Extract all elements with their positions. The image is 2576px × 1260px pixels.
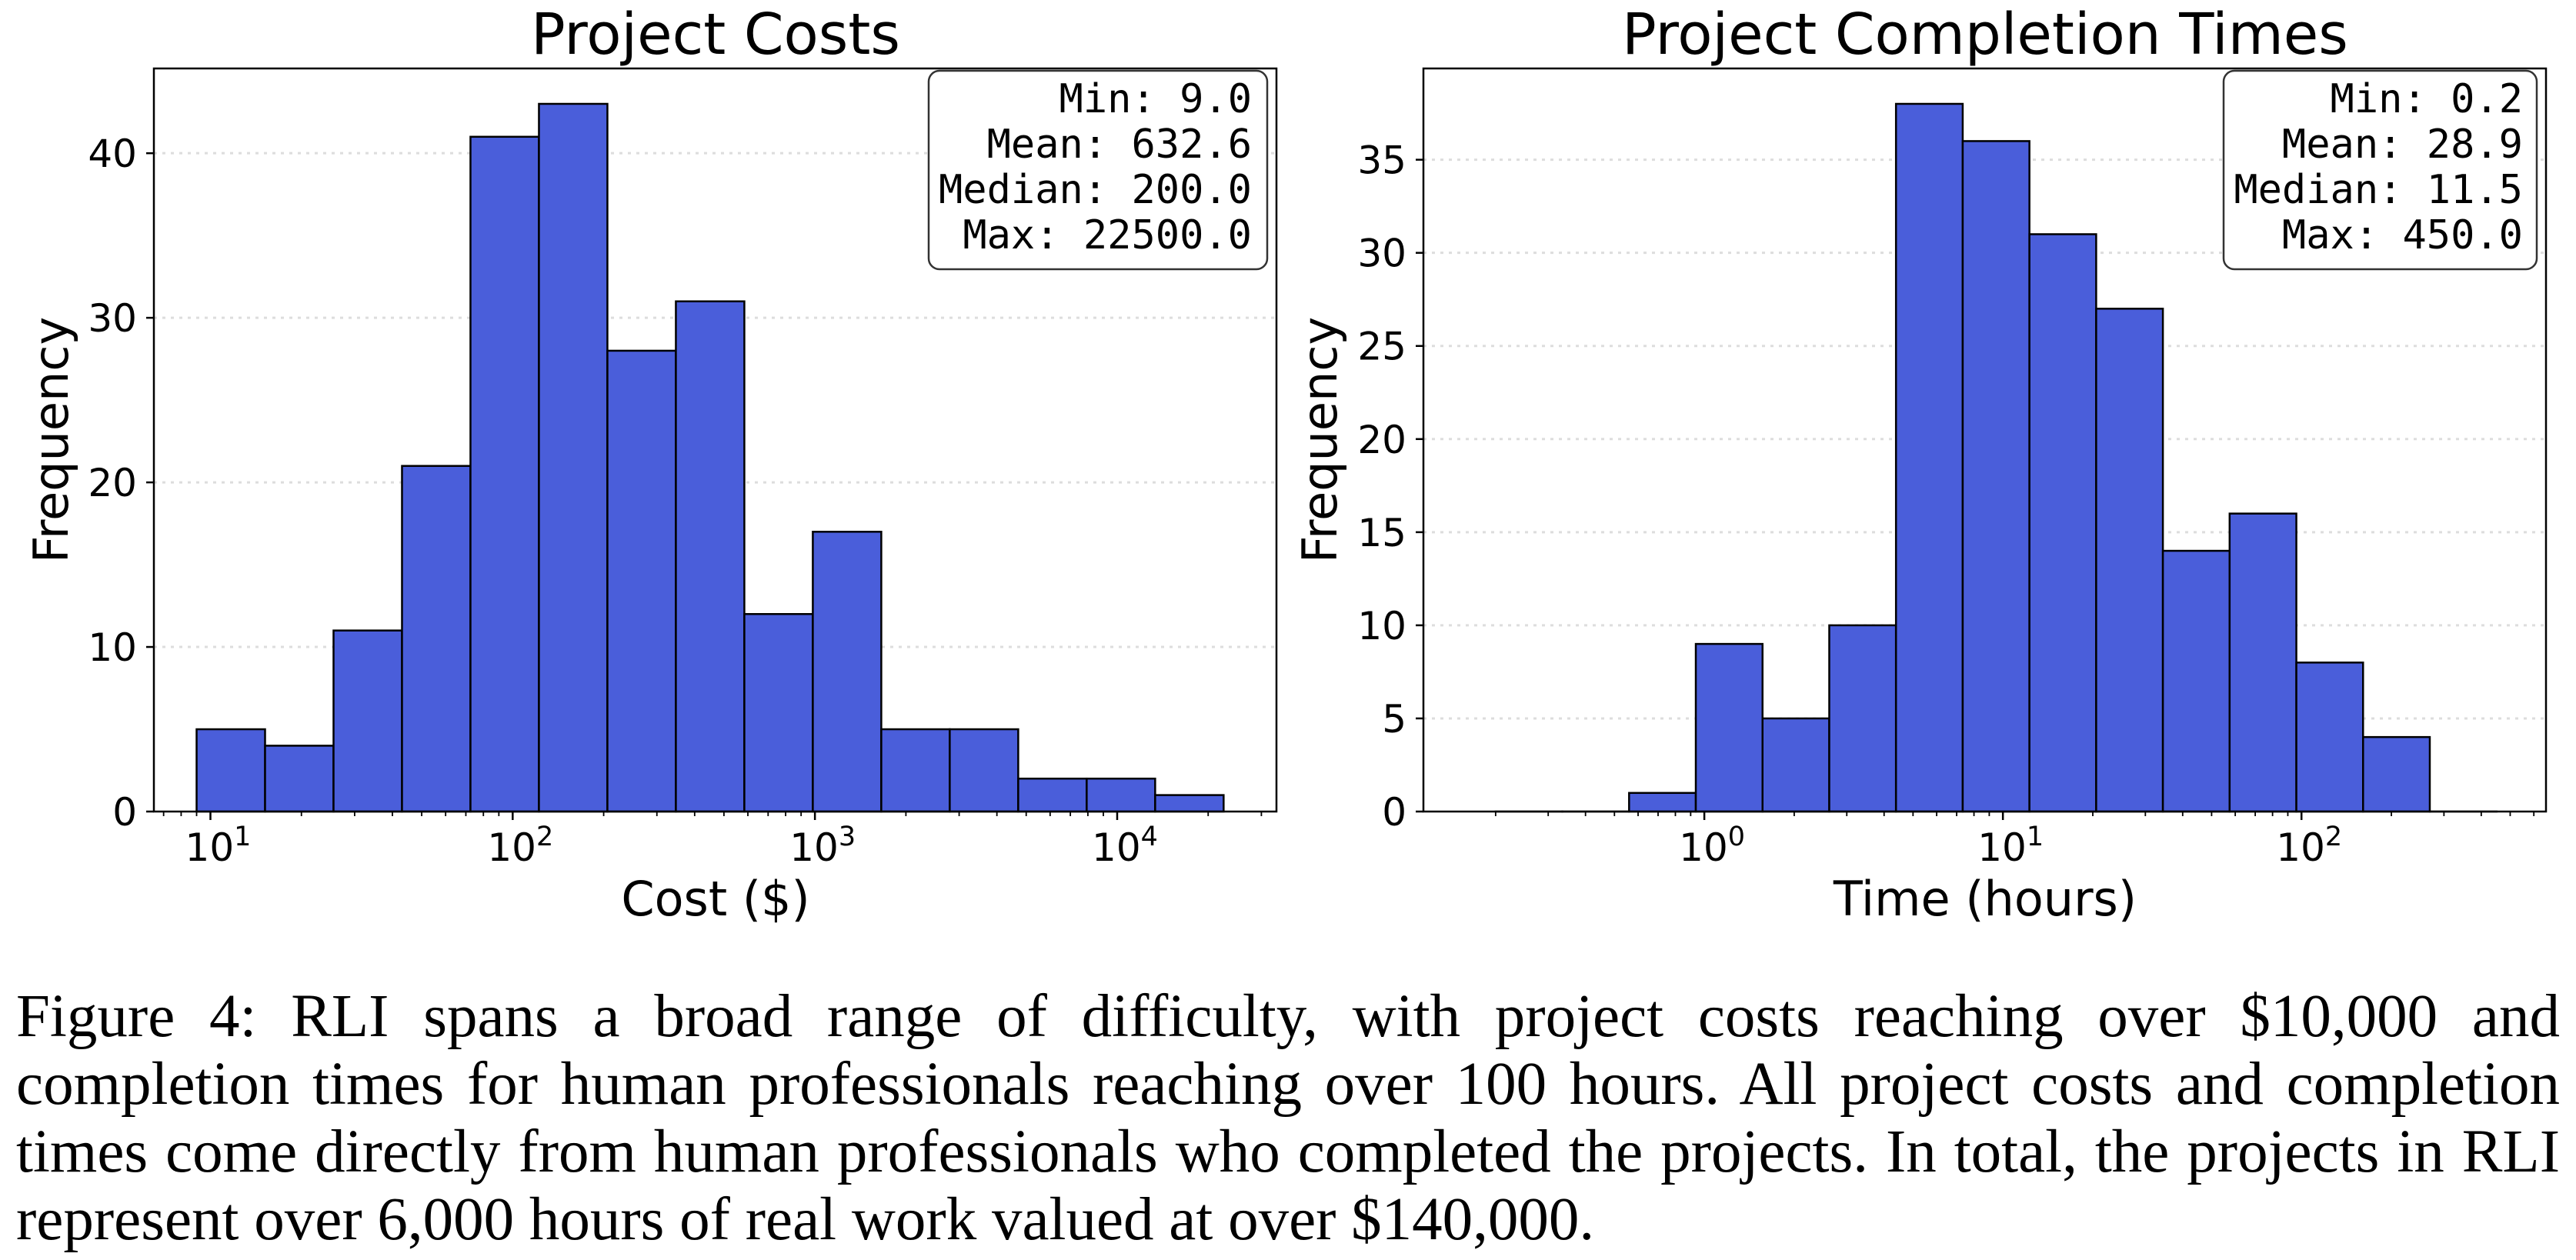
x-tick-label: 101 xyxy=(185,822,252,870)
project-costs-chart: Project Costs 101 102 103 104 0 10 20 30 40 Cos… xyxy=(23,2,1278,927)
stats-max: Max: 450.0 xyxy=(2282,212,2523,258)
histogram-bar xyxy=(195,728,266,813)
histogram-bar xyxy=(606,349,677,813)
y-axis-label: Frequency xyxy=(1292,317,1348,563)
y-tick-label: 20 xyxy=(88,461,137,505)
histogram-bar xyxy=(812,531,883,813)
histogram-bar xyxy=(1694,642,1763,813)
x-axis-label: Cost ($) xyxy=(621,871,809,927)
stats-box: Min: 0.2 Mean: 28.9 Median: 11.5 Max: 45… xyxy=(2222,69,2538,271)
histogram-bar xyxy=(1154,794,1225,813)
plot-frame xyxy=(152,67,1278,813)
histogram-bar xyxy=(538,102,609,813)
chart-title: Project Costs xyxy=(531,2,900,68)
chart-title: Project Completion Times xyxy=(1622,2,2348,68)
y-tick-label: 10 xyxy=(1357,604,1406,648)
x-axis-label: Time (hours) xyxy=(1833,871,2137,927)
x-tick-label: 103 xyxy=(789,822,856,870)
y-tick-label: 30 xyxy=(88,296,137,341)
stats-min: Min: 0.2 xyxy=(2331,76,2523,122)
y-tick-label: 35 xyxy=(1357,138,1406,183)
y-tick-label: 25 xyxy=(1357,325,1406,369)
stats-mean: Mean: 632.6 xyxy=(987,122,1252,168)
histogram-bar xyxy=(264,745,335,813)
stats-median: Median: 200.0 xyxy=(939,167,1252,213)
x-tick-label: 101 xyxy=(1977,822,2044,870)
histogram-bar xyxy=(332,629,403,813)
stats-mean: Mean: 28.9 xyxy=(2282,122,2523,168)
histogram-bar xyxy=(1017,777,1088,813)
y-axis-label: Frequency xyxy=(23,317,79,563)
x-tick-label: 100 xyxy=(1679,822,1745,870)
y-axis-ticks: 0 5 10 15 20 25 30 35 xyxy=(1357,138,1423,835)
histogram-bar xyxy=(1894,102,1964,813)
histogram-bar xyxy=(2095,308,2164,813)
y-axis-ticks: 0 10 20 30 40 xyxy=(88,132,154,835)
stats-box-frame xyxy=(2222,69,2538,271)
histogram-bar xyxy=(1828,624,1897,813)
stats-box: Min: 9.0 Mean: 632.6 Median: 200.0 Max: … xyxy=(927,69,1269,271)
x-axis-ticks: 101 102 103 104 xyxy=(162,812,1263,870)
y-tick-label: 30 xyxy=(1357,232,1406,276)
histogram-bar xyxy=(469,135,540,813)
y-tick-label: 20 xyxy=(1357,418,1406,462)
stats-min: Min: 9.0 xyxy=(1059,76,1252,122)
x-axis-ticks: 100 101 102 xyxy=(1494,812,2535,870)
y-tick-label: 40 xyxy=(88,132,137,176)
histogram-bars xyxy=(1494,102,2498,813)
histogram-bar xyxy=(1761,717,1830,813)
histogram-bar xyxy=(1628,792,1697,813)
x-tick-label: 102 xyxy=(487,822,553,870)
project-completion-times-chart: Project Completion Times 100 101 102 0 5 10 1… xyxy=(1292,2,2548,927)
histogram-bar xyxy=(2228,512,2297,813)
histogram-bar xyxy=(880,728,951,813)
y-tick-label: 5 xyxy=(1382,697,1406,742)
histogram-bars xyxy=(195,102,1225,813)
stats-max: Max: 22500.0 xyxy=(963,212,1252,258)
histogram-bar xyxy=(401,465,472,813)
y-tick-label: 0 xyxy=(112,790,137,835)
histogram-bar xyxy=(1961,140,2030,813)
histogram-bar xyxy=(2295,662,2364,813)
y-tick-label: 10 xyxy=(88,625,137,670)
histogram-bar xyxy=(2362,735,2431,813)
histogram-bar xyxy=(675,300,746,813)
x-tick-label: 102 xyxy=(2276,822,2342,870)
figure-caption: Figure 4: RLI spans a broad range of dif… xyxy=(16,983,2560,1253)
y-tick-label: 0 xyxy=(1382,790,1406,835)
histogram-bar xyxy=(949,728,1019,813)
stats-median: Median: 11.5 xyxy=(2234,167,2523,213)
histogram-bar xyxy=(2161,549,2231,813)
y-tick-label: 15 xyxy=(1357,511,1406,555)
histogram-bar xyxy=(743,613,814,813)
histogram-bar xyxy=(1086,777,1156,813)
x-tick-label: 104 xyxy=(1092,822,1158,870)
stats-box-frame xyxy=(927,69,1269,271)
histogram-bar xyxy=(2028,233,2097,813)
